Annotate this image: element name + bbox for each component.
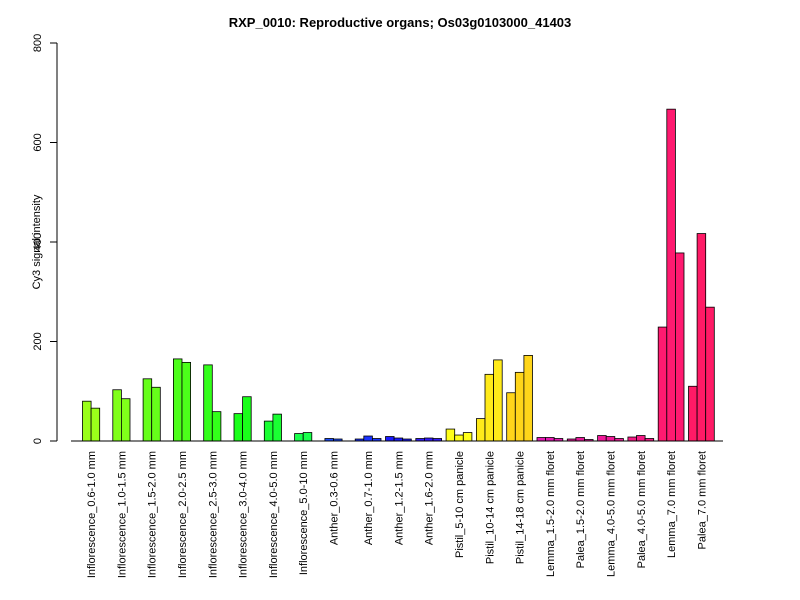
- x-tick-label: Pistil_5-10 cm panicle: [454, 451, 466, 558]
- y-tick-label: 600: [32, 133, 44, 151]
- bar: [666, 108, 676, 442]
- bar: [675, 252, 685, 442]
- x-tick-label: Inflorescence_2.5-3.0 mm: [207, 451, 219, 578]
- bar: [514, 371, 525, 442]
- bar: [454, 434, 464, 442]
- bar: [523, 355, 533, 442]
- bar: [506, 392, 516, 442]
- bar: [657, 326, 668, 442]
- x-tick-label: Pistil_14-18 cm panicle: [515, 451, 527, 564]
- x-tick-label: Pistil_10-14 cm panicle: [484, 451, 496, 564]
- bar: [302, 432, 313, 442]
- x-tick-label: Inflorescence_1.5-2.0 mm: [147, 451, 159, 578]
- bar: [294, 433, 304, 442]
- x-tick-label: Inflorescence_4.0-5.0 mm: [268, 451, 280, 578]
- bar: [272, 413, 282, 442]
- bar: [696, 233, 707, 442]
- x-tick-label: Anther_1.6-2.0 mm: [424, 451, 436, 545]
- bar: [493, 359, 503, 442]
- x-tick-label: Anther_0.7-1.0 mm: [363, 451, 375, 545]
- x-tick-label: Palea_1.5-2.0 mm floret: [575, 451, 587, 568]
- y-axis: 0 200 400 600 800: [32, 34, 58, 444]
- x-tick-label: Inflorescence_5.0-10 mm: [298, 451, 310, 575]
- y-tick-label: 200: [32, 332, 44, 350]
- x-tick-label: Inflorescence_0.6-1.0 mm: [86, 451, 98, 578]
- bars-group: [71, 108, 723, 442]
- bar: [705, 306, 715, 442]
- bar: [363, 435, 373, 442]
- bar: [688, 385, 698, 442]
- bar: [181, 361, 192, 442]
- x-tick-label: Inflorescence_1.0-1.5 mm: [116, 451, 128, 578]
- x-tick-label: Palea_7.0 mm floret: [696, 451, 708, 549]
- bar: [151, 386, 161, 442]
- bar: [445, 428, 456, 442]
- bar: [82, 400, 92, 442]
- bar: [545, 437, 555, 442]
- bar: [172, 358, 183, 442]
- chart-title: RXP_0010: Reproductive organs; Os03g0103…: [229, 15, 572, 30]
- bar: [385, 436, 395, 442]
- bar: [121, 398, 131, 442]
- bar: [605, 436, 616, 442]
- bar: [636, 435, 646, 442]
- bar: [242, 396, 252, 442]
- bar: [462, 432, 473, 442]
- bar: [211, 411, 222, 442]
- bar: [263, 420, 274, 442]
- x-axis: Inflorescence_0.6-1.0 mm Inflorescence_1.…: [86, 451, 708, 578]
- bar: [575, 437, 585, 442]
- x-tick-label: Inflorescence_3.0-4.0 mm: [238, 451, 250, 578]
- x-tick-label: Inflorescence_2.0-2.5 mm: [177, 451, 189, 578]
- y-axis-label: Cy3 signal intensity: [31, 194, 43, 289]
- x-tick-label: Lemma_1.5-2.0 mm floret: [545, 451, 557, 577]
- y-tick-label: 0: [32, 438, 44, 444]
- bar: [484, 373, 495, 442]
- bar: [203, 364, 213, 442]
- x-tick-label: Palea_4.0-5.0 mm floret: [636, 451, 648, 568]
- x-tick-label: Lemma_7.0 mm floret: [666, 451, 678, 558]
- bar: [142, 378, 153, 442]
- bar: [536, 437, 547, 442]
- y-tick-label: 800: [32, 34, 44, 52]
- bar: [627, 436, 637, 442]
- x-tick-label: Anther_0.3-0.6 mm: [329, 451, 341, 545]
- x-tick-label: Anther_1.2-1.5 mm: [393, 451, 405, 545]
- bar: [90, 407, 101, 442]
- y-tick-label: 400: [32, 233, 44, 251]
- x-tick-label: Lemma_4.0-5.0 mm floret: [606, 451, 618, 577]
- bar: [597, 435, 607, 442]
- bar: [233, 413, 244, 442]
- bar: [112, 389, 122, 442]
- bar: [475, 418, 486, 442]
